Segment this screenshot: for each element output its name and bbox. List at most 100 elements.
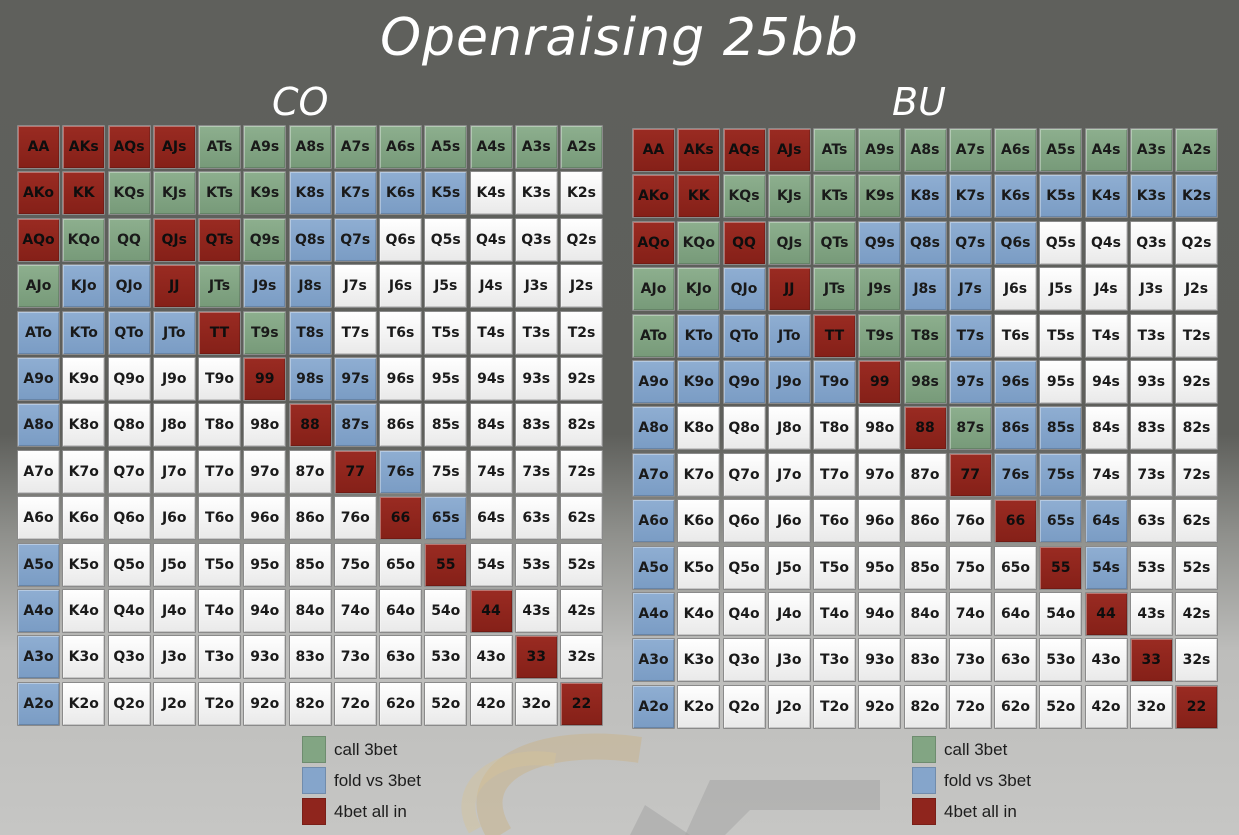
legend-label: call 3bet xyxy=(334,739,398,759)
hand-cell-KTs: KTs xyxy=(813,174,856,219)
hand-cell-96s: 96s xyxy=(379,356,422,401)
legend-swatch xyxy=(912,767,936,794)
hand-cell-A6s: A6s xyxy=(379,125,422,169)
hand-cell-Q6o: Q6o xyxy=(722,499,766,544)
hand-cell-T4s: T4s xyxy=(1084,313,1128,358)
hand-cell-T8s: T8s xyxy=(288,310,332,355)
hand-cell-KJo: KJo xyxy=(62,264,106,309)
hand-cell-66: 66 xyxy=(379,496,422,541)
hand-cell-QJs: QJs xyxy=(767,220,811,265)
hand-cell-KQs: KQs xyxy=(722,174,766,219)
hand-cell-98s: 98s xyxy=(288,356,332,401)
hand-cell-A6s: A6s xyxy=(994,128,1037,172)
hand-cell-A6o: A6o xyxy=(17,496,60,541)
hand-cell-52s: 52s xyxy=(560,542,603,587)
hand-cell-65s: 65s xyxy=(1039,499,1083,544)
hand-cell-AKs: AKs xyxy=(677,128,721,172)
hand-cell-72s: 72s xyxy=(560,449,603,494)
hand-cell-AJo: AJo xyxy=(632,267,675,312)
hand-cell-82o: 82o xyxy=(288,681,332,726)
hand-cell-92s: 92s xyxy=(560,356,603,401)
hand-cell-T6o: T6o xyxy=(813,499,856,544)
hand-cell-Q8o: Q8o xyxy=(107,403,151,448)
hand-cell-86s: 86s xyxy=(379,403,422,448)
hand-cell-ATs: ATs xyxy=(198,125,241,169)
hand-cell-J9o: J9o xyxy=(767,359,811,404)
hand-cell-TT: TT xyxy=(813,313,856,358)
hand-cell-42s: 42s xyxy=(560,588,603,633)
hand-cell-Q8s: Q8s xyxy=(903,220,947,265)
hand-cell-T8o: T8o xyxy=(198,403,241,448)
hand-cell-A7o: A7o xyxy=(17,449,60,494)
hand-cell-Q9o: Q9o xyxy=(722,359,766,404)
hand-cell-88: 88 xyxy=(288,403,332,448)
hand-cell-T2o: T2o xyxy=(198,681,241,726)
legend-swatch xyxy=(302,736,326,763)
hand-cell-Q6s: Q6s xyxy=(379,217,422,262)
hand-cell-98s: 98s xyxy=(903,359,947,404)
hand-cell-K9o: K9o xyxy=(677,359,721,404)
hand-cell-K7o: K7o xyxy=(677,452,721,497)
hand-cell-74o: 74o xyxy=(333,588,377,633)
hand-cell-AQs: AQs xyxy=(722,128,766,172)
hand-cell-Q6s: Q6s xyxy=(994,220,1037,265)
hand-cell-T9s: T9s xyxy=(243,310,287,355)
hand-cell-97s: 97s xyxy=(948,359,992,404)
hand-cell-T3o: T3o xyxy=(198,635,241,680)
hand-cell-T9o: T9o xyxy=(813,359,856,404)
hand-cell-K5s: K5s xyxy=(424,171,468,216)
hand-cell-J6o: J6o xyxy=(767,499,811,544)
hand-cell-AA: AA xyxy=(17,125,60,169)
hand-cell-K3s: K3s xyxy=(514,171,558,216)
hand-cell-99: 99 xyxy=(243,356,287,401)
hand-cell-33: 33 xyxy=(1129,638,1173,683)
hand-cell-Q3o: Q3o xyxy=(107,635,151,680)
hand-cell-J5o: J5o xyxy=(152,542,196,587)
hand-cell-84o: 84o xyxy=(903,591,947,636)
hand-cell-QQ: QQ xyxy=(722,220,766,265)
hand-cell-97o: 97o xyxy=(243,449,287,494)
hand-cell-K4o: K4o xyxy=(62,588,106,633)
hand-cell-J4o: J4o xyxy=(152,588,196,633)
hand-cell-95o: 95o xyxy=(243,542,287,587)
hand-cell-J7s: J7s xyxy=(333,264,377,309)
hand-cell-A5s: A5s xyxy=(424,125,468,169)
hand-cell-76o: 76o xyxy=(333,496,377,541)
hand-cell-44: 44 xyxy=(1084,591,1128,636)
legend-item: 4bet all in xyxy=(302,796,421,827)
hand-cell-JJ: JJ xyxy=(152,264,196,309)
hand-cell-Q4o: Q4o xyxy=(107,588,151,633)
hand-cell-65s: 65s xyxy=(424,496,468,541)
hand-cell-T2o: T2o xyxy=(813,684,856,729)
hand-cell-52o: 52o xyxy=(424,681,468,726)
hand-cell-96o: 96o xyxy=(858,499,902,544)
hand-cell-88: 88 xyxy=(903,406,947,451)
hand-cell-62s: 62s xyxy=(560,496,603,541)
hand-cell-TT: TT xyxy=(198,310,241,355)
hand-cell-66: 66 xyxy=(994,499,1037,544)
hand-cell-42s: 42s xyxy=(1175,591,1218,636)
hand-cell-K2s: K2s xyxy=(1175,174,1218,219)
hand-cell-AJs: AJs xyxy=(152,125,196,169)
hand-cell-62s: 62s xyxy=(1175,499,1218,544)
hand-cell-52s: 52s xyxy=(1175,545,1218,590)
hand-cell-77: 77 xyxy=(333,449,377,494)
hand-cell-92o: 92o xyxy=(243,681,287,726)
hand-cell-44: 44 xyxy=(469,588,513,633)
hand-cell-ATs: ATs xyxy=(813,128,856,172)
hand-cell-QTs: QTs xyxy=(198,217,241,262)
hand-cell-64s: 64s xyxy=(469,496,513,541)
hand-cell-85o: 85o xyxy=(288,542,332,587)
hand-cell-J8s: J8s xyxy=(288,264,332,309)
hand-cell-A9s: A9s xyxy=(858,128,902,172)
hand-cell-Q6o: Q6o xyxy=(107,496,151,541)
hand-cell-J7o: J7o xyxy=(767,452,811,497)
hand-cell-94s: 94s xyxy=(1084,359,1128,404)
hand-cell-QTs: QTs xyxy=(813,220,856,265)
hand-cell-95s: 95s xyxy=(424,356,468,401)
hand-cell-85o: 85o xyxy=(903,545,947,590)
hand-cell-64o: 64o xyxy=(379,588,422,633)
hand-cell-K5o: K5o xyxy=(677,545,721,590)
hand-cell-83s: 83s xyxy=(1129,406,1173,451)
hand-cell-95s: 95s xyxy=(1039,359,1083,404)
